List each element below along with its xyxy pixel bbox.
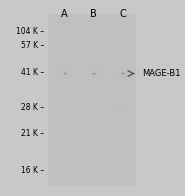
- Text: 16 K –: 16 K –: [21, 166, 44, 175]
- Text: C: C: [119, 9, 126, 19]
- Text: B: B: [90, 9, 97, 19]
- Text: 28 K –: 28 K –: [21, 103, 44, 112]
- Text: 57 K –: 57 K –: [21, 41, 44, 50]
- Text: 104 K –: 104 K –: [16, 27, 44, 36]
- Text: 41 K –: 41 K –: [21, 68, 44, 77]
- Text: A: A: [61, 9, 68, 19]
- Text: MAGE-B1: MAGE-B1: [142, 69, 181, 78]
- FancyBboxPatch shape: [48, 14, 136, 186]
- Text: 21 K –: 21 K –: [21, 129, 44, 138]
